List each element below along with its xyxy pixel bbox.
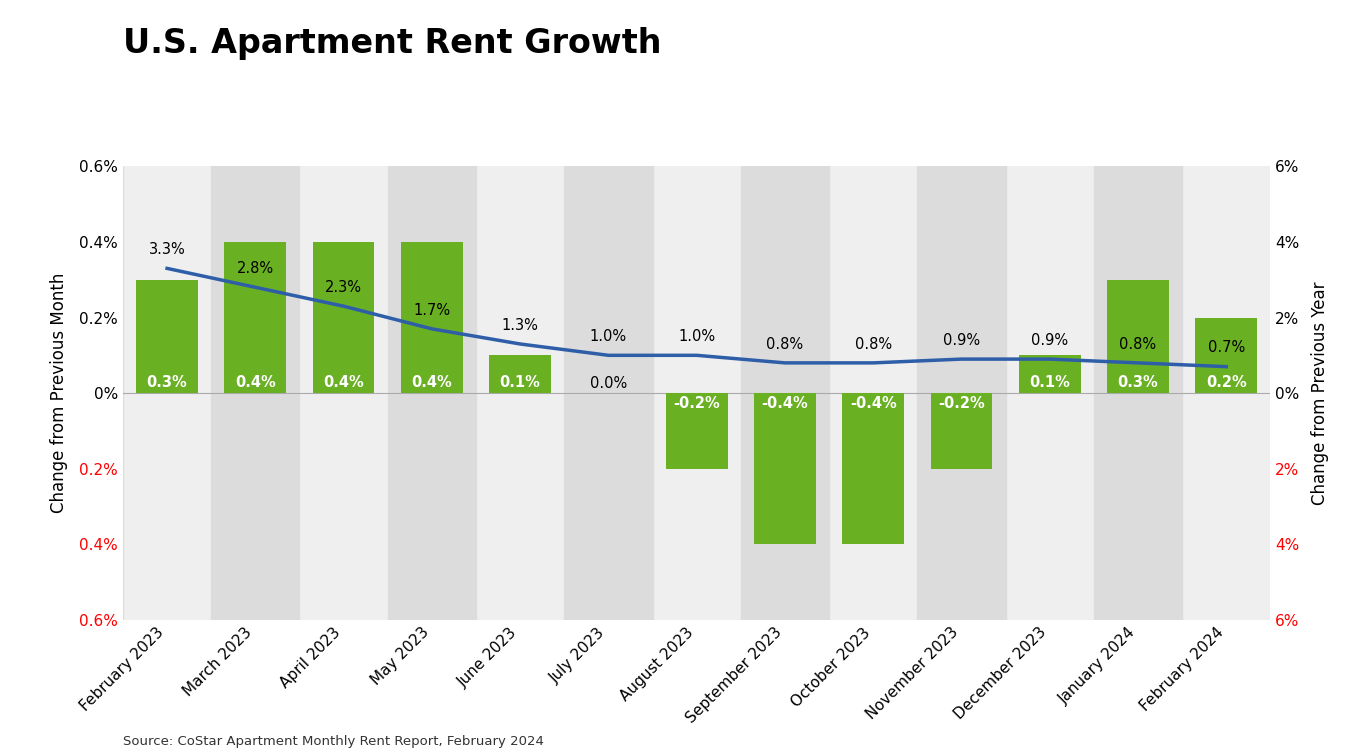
Text: 3.3%: 3.3% xyxy=(149,242,186,257)
Bar xyxy=(388,166,475,620)
Text: 0.9%: 0.9% xyxy=(943,333,979,348)
Text: 0.1%: 0.1% xyxy=(1029,375,1070,390)
Text: U.S. Apartment Rent Growth: U.S. Apartment Rent Growth xyxy=(123,27,661,60)
Annual Change xyxy=(1130,358,1146,367)
Text: 0.8%: 0.8% xyxy=(766,336,803,352)
Text: 0.2%: 0.2% xyxy=(1206,375,1247,390)
Bar xyxy=(1106,280,1169,393)
Bar xyxy=(402,242,463,393)
Text: -0.2%: -0.2% xyxy=(673,396,720,411)
Annual Change xyxy=(158,264,175,273)
Text: 0.4%: 0.4% xyxy=(411,375,452,390)
Annual Change xyxy=(600,351,616,360)
Annual Change xyxy=(1041,355,1057,364)
Text: 0.4%: 0.4% xyxy=(324,375,363,390)
Bar xyxy=(313,242,374,393)
Line: Annual Change: Annual Change xyxy=(167,268,1227,367)
Annual Change xyxy=(423,324,440,333)
Text: Source: CoStar Apartment Monthly Rent Report, February 2024: Source: CoStar Apartment Monthly Rent Re… xyxy=(123,736,544,748)
Annual Change xyxy=(777,358,794,367)
Text: 0.8%: 0.8% xyxy=(1119,336,1157,352)
Annual Change xyxy=(1218,362,1235,371)
Text: 0.8%: 0.8% xyxy=(855,336,892,352)
Y-axis label: Change from Previous Year: Change from Previous Year xyxy=(1311,281,1329,505)
Text: 1.0%: 1.0% xyxy=(590,329,627,344)
Annual Change xyxy=(247,283,264,292)
Text: 1.0%: 1.0% xyxy=(678,329,716,344)
Text: 0.3%: 0.3% xyxy=(146,375,187,390)
Text: 1.7%: 1.7% xyxy=(414,302,451,318)
Text: 2.3%: 2.3% xyxy=(325,280,362,295)
Bar xyxy=(754,393,816,544)
Bar xyxy=(1195,318,1257,393)
Text: 2.8%: 2.8% xyxy=(236,261,275,276)
Text: 1.3%: 1.3% xyxy=(501,318,538,333)
Text: 0.1%: 0.1% xyxy=(500,375,541,390)
Bar xyxy=(1094,166,1182,620)
Y-axis label: Change from Previous Month: Change from Previous Month xyxy=(51,273,68,513)
Text: 0.0%: 0.0% xyxy=(590,376,627,392)
Bar xyxy=(1019,355,1081,393)
Annual Change xyxy=(512,339,529,349)
Bar xyxy=(489,355,550,393)
Bar xyxy=(212,166,299,620)
Text: 0.3%: 0.3% xyxy=(1117,375,1158,390)
Annual Change xyxy=(688,351,705,360)
Bar xyxy=(665,393,728,469)
Bar xyxy=(930,393,992,469)
Bar xyxy=(918,166,1005,620)
Bar xyxy=(843,393,904,544)
Text: -0.4%: -0.4% xyxy=(762,396,809,411)
Text: -0.4%: -0.4% xyxy=(850,396,896,411)
Bar xyxy=(137,280,198,393)
Annual Change xyxy=(336,302,352,311)
Text: 0.4%: 0.4% xyxy=(235,375,276,390)
Annual Change xyxy=(865,358,881,367)
Bar xyxy=(564,166,653,620)
Text: -0.2%: -0.2% xyxy=(938,396,985,411)
Annual Change xyxy=(953,355,970,364)
Text: 0.9%: 0.9% xyxy=(1031,333,1068,348)
Bar xyxy=(740,166,829,620)
Text: 0.7%: 0.7% xyxy=(1208,340,1244,355)
Bar xyxy=(224,242,287,393)
